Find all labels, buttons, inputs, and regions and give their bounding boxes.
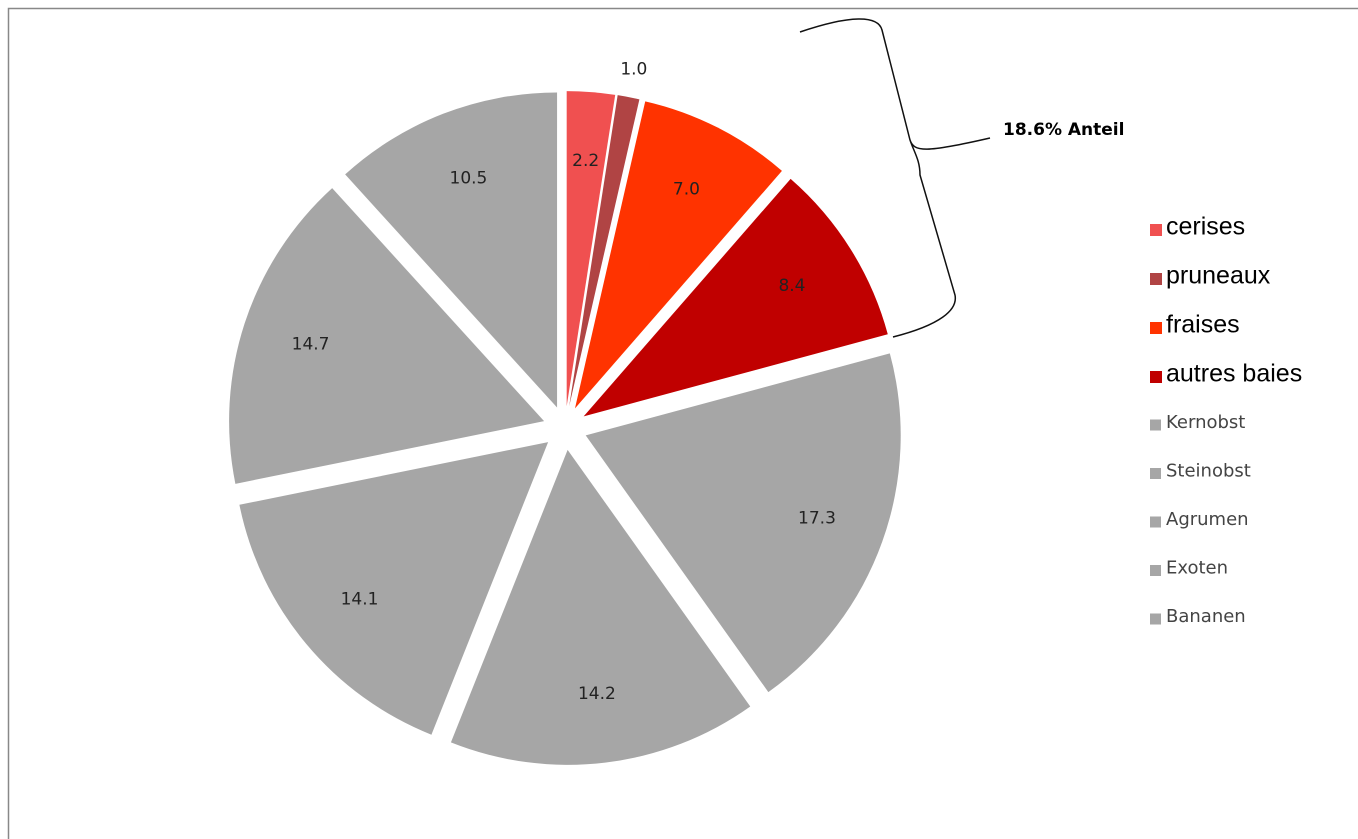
- slice-label: 14.7: [292, 335, 330, 355]
- slice-label: 17.3: [798, 508, 836, 528]
- legend-swatch: [1150, 613, 1161, 625]
- legend-swatch: [1150, 419, 1161, 431]
- slice-label: 8.4: [778, 276, 805, 296]
- pie-slice: [569, 95, 640, 407]
- legend-swatch: [1150, 322, 1162, 334]
- slice-label: 1.0: [620, 60, 647, 80]
- slice-label: 10.5: [450, 168, 488, 188]
- legend-label: Exoten: [1166, 558, 1228, 579]
- pie-slice: [574, 101, 782, 409]
- pie-slice: [239, 442, 549, 735]
- legend-swatch: [1150, 516, 1161, 528]
- slice-label: 7.0: [673, 179, 700, 199]
- legend-label: autres baies: [1166, 360, 1302, 388]
- legend-label: cerises: [1166, 213, 1245, 241]
- pie-slice: [585, 353, 901, 693]
- pie-slice: [450, 449, 751, 765]
- frame: [7, 7, 1358, 839]
- legend-label: fraises: [1166, 311, 1240, 339]
- pie-slice: [345, 92, 558, 408]
- legend-swatch: [1150, 371, 1162, 383]
- legend-swatch: [1150, 565, 1161, 576]
- legend-swatch: [1150, 224, 1162, 236]
- legend-swatch: [1150, 468, 1161, 479]
- legend-swatch: [1150, 273, 1162, 285]
- pie-slice: [229, 188, 545, 484]
- pie-slice: [566, 91, 616, 407]
- legend-label: Kernobst: [1166, 412, 1245, 433]
- slice-label: 2.2: [572, 151, 599, 171]
- legend-label: Bananen: [1166, 606, 1246, 627]
- legend-label: Agrumen: [1166, 509, 1249, 530]
- pie-slice: [583, 178, 888, 417]
- annotation: 18.6% Anteil: [1003, 120, 1124, 140]
- legend-label: pruneaux: [1166, 262, 1271, 290]
- brace: [799, 18, 991, 338]
- slice-label: 14.1: [341, 590, 379, 610]
- slice-label: 14.2: [578, 684, 616, 704]
- legend-label: Steinobst: [1166, 461, 1251, 482]
